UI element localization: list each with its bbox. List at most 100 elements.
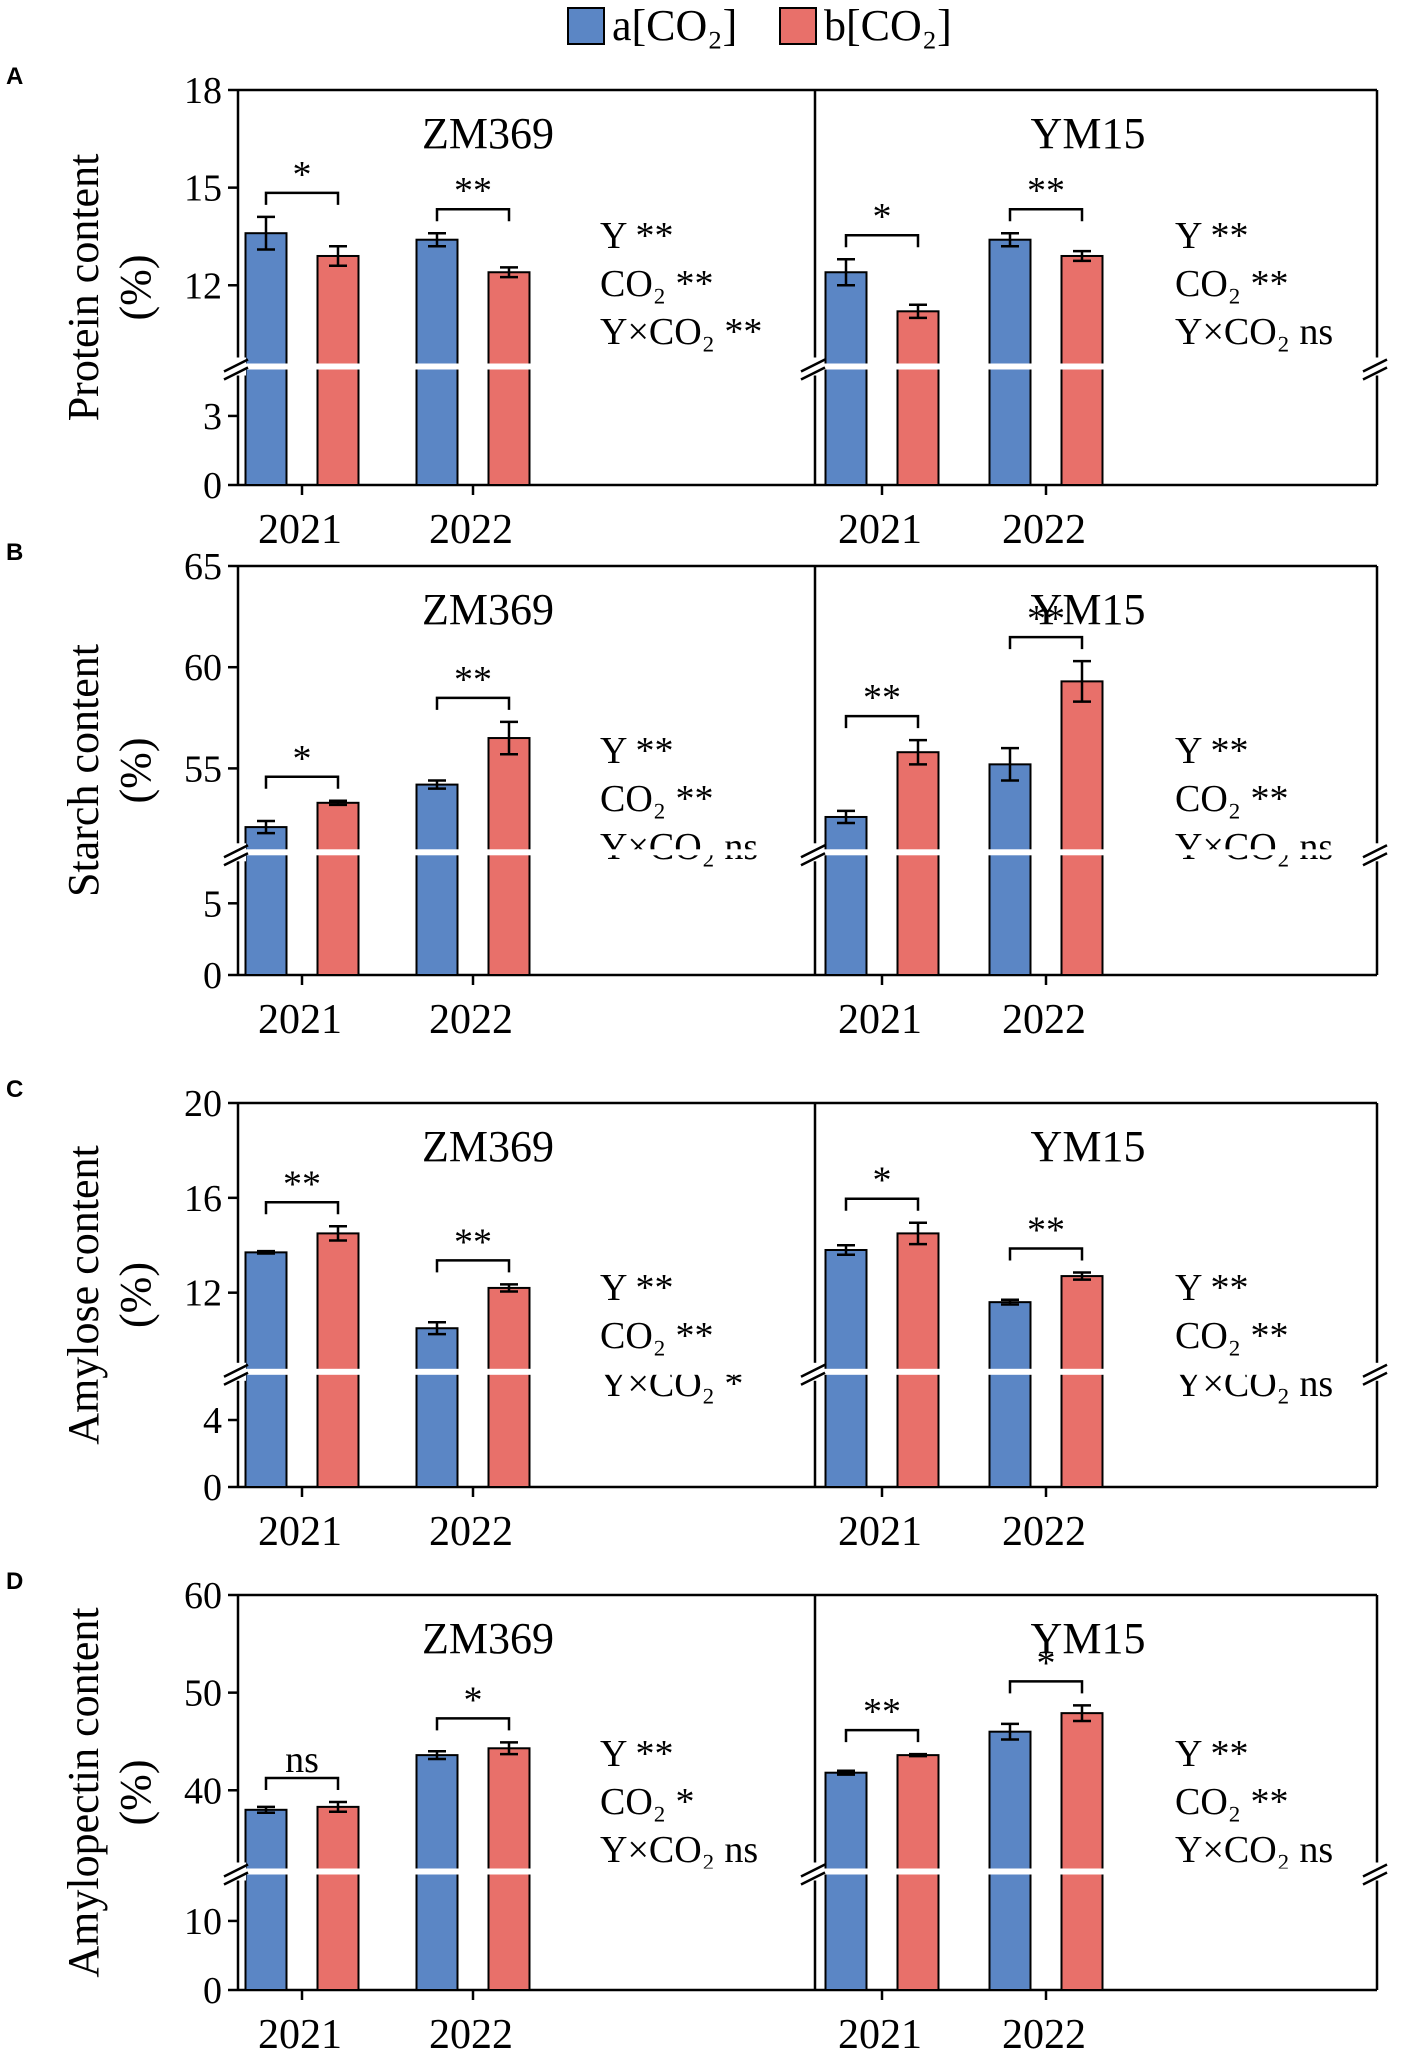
y-tick-label: 0: [203, 1467, 222, 1509]
significance-bracket: [435, 207, 511, 222]
anova-stat: Y×CO₂ ns: [600, 1829, 758, 1871]
significance-bracket: [435, 1717, 511, 1731]
anova-stat: Y **: [1175, 1733, 1249, 1775]
cultivar-ZM369: ZM369 * 2021 ** 2022 Y ** CO₂ ** Y×CO₂ **: [244, 109, 762, 553]
y-tick-label: 12: [184, 265, 222, 307]
axis-break-mark: [800, 358, 826, 373]
bar-2022-ambient: [415, 783, 459, 976]
significance-bracket: [1008, 635, 1084, 650]
legend-swatch-elevated: [779, 7, 817, 45]
anova-stat: Y×CO₂ ns: [1175, 1829, 1333, 1871]
significance-label: *: [1037, 1642, 1056, 1684]
axis-break-mark: [223, 1371, 249, 1386]
anova-stat: Y×CO₂ ns: [600, 826, 758, 868]
panel-A: A Protein content (%) 12 15 18 0 3 ZM369 * 2021 ** 2…: [6, 63, 1388, 553]
x-tick-label: 2021: [258, 507, 342, 553]
anova-stat: CO₂ **: [1175, 1781, 1289, 1823]
anova-stat: CO₂ **: [1175, 263, 1289, 305]
anova-stat: CO₂ **: [600, 778, 714, 820]
bar-2022-elevated: [487, 271, 531, 486]
significance-label: **: [454, 659, 492, 701]
anova-stat: Y×CO₂ **: [600, 311, 762, 353]
cultivar-title: ZM369: [422, 1122, 554, 1171]
x-tick-label: 2021: [838, 507, 922, 553]
significance-label: **: [1027, 1210, 1065, 1252]
y-tick-label: 15: [184, 168, 222, 210]
y-tick-label: 12: [184, 1273, 222, 1315]
cultivar-title: ZM369: [422, 1614, 554, 1663]
y-tick-label: 60: [184, 647, 222, 689]
axis-break-mark: [223, 852, 249, 867]
significance-label: ns: [285, 1739, 319, 1781]
x-tick-label: 2021: [838, 2012, 922, 2058]
significance-bracket: [264, 775, 340, 789]
y-tick-label: 5: [203, 883, 222, 925]
anova-stat: Y **: [1175, 730, 1249, 772]
cultivar-title: ZM369: [422, 109, 554, 158]
panel-label: B: [6, 539, 23, 566]
axis-break-mark: [223, 1363, 249, 1378]
bar-2021-elevated: [316, 801, 360, 976]
cultivar-title: YM15: [1031, 1122, 1146, 1171]
bar-2021-elevated: [896, 1232, 940, 1489]
axis-break-mark: [800, 366, 826, 381]
bar-2021-ambient: [824, 815, 868, 977]
anova-stat: CO₂ **: [1175, 778, 1289, 820]
anova-stat: CO₂ **: [600, 263, 714, 305]
anova-stat: Y **: [600, 1267, 674, 1309]
significance-label: **: [1027, 170, 1065, 212]
significance-bracket: [1008, 1247, 1084, 1261]
bar-2021-elevated: [316, 1232, 360, 1489]
anova-stat: Y **: [1175, 1267, 1249, 1309]
significance-label: **: [863, 1691, 901, 1733]
bar-2022-ambient: [415, 1327, 459, 1488]
anova-stat: Y **: [600, 215, 674, 257]
bar-2021-ambient: [244, 1808, 288, 1992]
y-tick-label: 60: [184, 1575, 222, 1617]
significance-label: **: [1027, 598, 1065, 640]
significance-bracket: [844, 714, 920, 729]
significance-bracket: [264, 1201, 340, 1215]
y-axis-title: Amylopectin content: [59, 1607, 108, 1977]
axis-break-mark: [1362, 366, 1388, 381]
axis-break-mark: [800, 852, 826, 867]
y-tick-label: 40: [184, 1770, 222, 1812]
legend-label-elevated: b[CO₂]: [824, 1, 952, 50]
x-tick-label: 2022: [1002, 507, 1086, 553]
cultivar-ZM369: ZM369 ns 2021 * 2022 Y ** CO₂ * Y×CO₂ ns: [244, 1614, 758, 2058]
x-tick-label: 2022: [429, 1509, 513, 1555]
y-axis-title: Amylose content: [59, 1145, 108, 1444]
panel-label: D: [6, 1568, 23, 1595]
significance-bracket: [844, 1728, 920, 1743]
y-axis-title: Protein content: [59, 154, 108, 422]
axis-break-mark: [223, 844, 249, 859]
axis-break-mark: [1362, 358, 1388, 373]
bar-2021-ambient: [824, 271, 868, 486]
panel-label: C: [6, 1076, 23, 1103]
y-tick-label: 50: [184, 1673, 222, 1715]
bar-2021-elevated: [316, 1805, 360, 1991]
bar-2021-ambient: [244, 826, 288, 977]
cultivar-title: YM15: [1031, 109, 1146, 158]
y-axis-title: Starch content: [59, 644, 108, 897]
bar-2021-elevated: [896, 310, 940, 486]
y-tick-label: 0: [203, 465, 222, 507]
y-tick-label: 4: [203, 1400, 222, 1442]
bar-2022-ambient: [988, 1730, 1032, 1991]
axis-break-mark: [800, 1863, 826, 1878]
significance-bracket: [1008, 1680, 1084, 1694]
significance-bracket: [264, 1776, 340, 1790]
anova-stat: Y×CO₂ ns: [1175, 826, 1333, 868]
bar-2022-ambient: [988, 238, 1032, 486]
axis-break-mark: [223, 366, 249, 381]
y-tick-label: 55: [184, 748, 222, 790]
significance-bracket: [264, 191, 340, 205]
axis-break-mark: [223, 1871, 249, 1886]
axis-break-mark: [800, 1371, 826, 1386]
axis-break-mark: [800, 844, 826, 859]
y-tick-label: 10: [184, 1901, 222, 1943]
bar-2022-elevated: [1060, 1275, 1104, 1489]
